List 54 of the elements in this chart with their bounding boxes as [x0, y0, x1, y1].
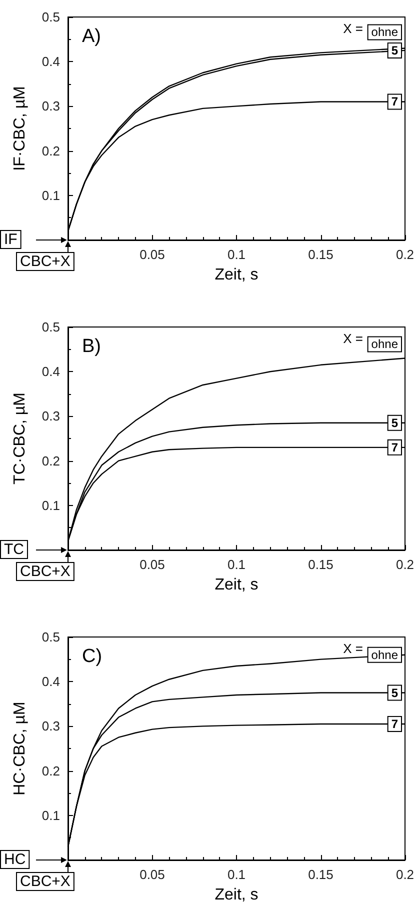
x-tick-label: 0.05: [140, 557, 165, 572]
text: CBC+X: [20, 563, 70, 580]
text: IF: [4, 231, 18, 248]
legend-label: 5: [391, 43, 398, 58]
series-label: ohne: [371, 337, 398, 352]
y-tick-label: 0.1: [42, 188, 60, 203]
text: CBC+X: [20, 873, 70, 890]
y-tick-label: 0.5: [42, 320, 60, 334]
series-label: 5: [391, 686, 398, 700]
x-tick-label: 0.05: [140, 867, 165, 882]
x-tick-label: 0.15: [308, 557, 334, 572]
x-axis-title: Zeit, s: [214, 886, 258, 904]
annotation: X =: [343, 331, 363, 346]
annotation: X =: [343, 641, 363, 656]
x-tick-label: 0.1: [227, 867, 246, 882]
y-tick-label: 0.5: [42, 630, 60, 644]
y-axis-title: TC·CBC, µM: [12, 392, 28, 484]
x-tick-label: 0.2: [396, 247, 414, 262]
series-label: ohne: [371, 25, 398, 40]
series-label: 5: [391, 416, 398, 430]
x-tick-label: 0.15: [308, 867, 334, 882]
x-tick-label: 0.2: [396, 867, 414, 882]
text: HC: [4, 851, 26, 868]
y-tick-label: 0.1: [42, 808, 60, 823]
x-axis-title: Zeit, s: [214, 576, 258, 594]
x-tick-label: 0.15: [308, 247, 334, 262]
y-axis-title: IF·CBC, µM: [12, 86, 28, 171]
x-tick-label: 0.1: [227, 247, 246, 262]
series-label: ohne: [371, 648, 398, 662]
y-tick-label: 0.1: [42, 498, 60, 513]
annotation: A): [82, 26, 101, 47]
annotation: B): [82, 336, 101, 357]
y-tick-label: 0.4: [42, 674, 60, 690]
annotation: C): [82, 646, 102, 667]
x-axis-title: Zeit, s: [214, 266, 258, 284]
y-tick-label: 0.5: [42, 10, 60, 24]
y-tick-label: 0.2: [42, 763, 60, 778]
x-tick-label: 0.2: [396, 557, 414, 572]
series-label: 7: [391, 94, 398, 109]
y-tick-label: 0.3: [42, 408, 60, 424]
x-tick-label: 0.1: [227, 557, 246, 572]
y-tick-label: 0.3: [42, 98, 60, 114]
y-tick-label: 0.4: [42, 54, 60, 70]
legend-label: 7: [391, 440, 398, 454]
text: TC: [4, 541, 24, 558]
y-tick-label: 0.3: [42, 718, 60, 734]
y-tick-label: 0.2: [42, 453, 60, 468]
y-tick-label: 0.2: [42, 143, 60, 158]
text: CBC+X: [20, 253, 70, 270]
y-tick-label: 0.4: [42, 364, 60, 380]
series-label: 7: [391, 716, 398, 731]
y-axis-title: HC·CBC, µM: [12, 702, 28, 796]
x-tick-label: 0.05: [140, 247, 165, 262]
annotation: X =: [343, 21, 363, 36]
